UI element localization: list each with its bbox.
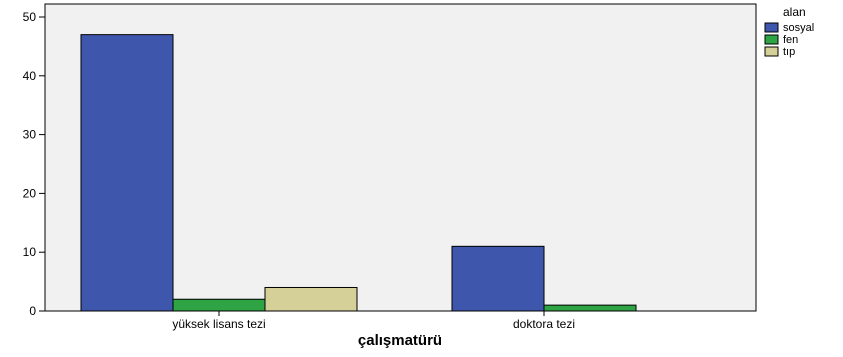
y-tick-label: 30: [23, 128, 37, 142]
legend-title: alan: [783, 5, 806, 19]
legend-label-sosyal: sosyal: [783, 22, 814, 34]
x-axis-title: çalışmatürü: [358, 332, 442, 349]
legend-label-fen: fen: [783, 34, 798, 46]
legend-swatch-sosyal: [764, 22, 779, 33]
x-axis: yüksek lisans tezi doktora tezi: [172, 311, 575, 331]
y-tick-label: 40: [23, 69, 37, 83]
y-tick-label: 0: [29, 304, 36, 318]
bar-fen: [543, 304, 637, 312]
bar-sosyal: [451, 245, 545, 312]
bar-sosyal: [80, 34, 174, 312]
bar-fen: [172, 298, 266, 312]
legend-swatch-fen: [764, 34, 779, 45]
y-tick-label: 50: [23, 10, 37, 24]
legend-swatch-tıp: [764, 46, 779, 57]
bars: [80, 34, 637, 312]
y-axis: 0 10 20 30 40 50: [23, 10, 45, 318]
bar-tıp: [264, 286, 358, 312]
x-tick-label: yüksek lisans tezi: [172, 317, 265, 331]
legend-label-tıp: tıp: [783, 46, 795, 58]
x-tick-label: doktora tezi: [513, 317, 575, 331]
y-tick-label: 10: [23, 245, 37, 259]
y-tick-label: 20: [23, 186, 37, 200]
